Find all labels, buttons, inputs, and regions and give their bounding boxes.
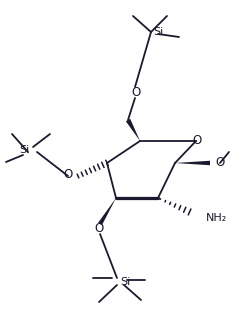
Polygon shape — [126, 119, 140, 141]
Text: O: O — [94, 223, 104, 236]
Polygon shape — [175, 161, 210, 165]
Text: NH₂: NH₂ — [206, 213, 227, 223]
Polygon shape — [98, 198, 116, 225]
Text: O: O — [215, 156, 224, 169]
Text: O: O — [192, 134, 202, 147]
Text: O: O — [64, 169, 73, 182]
Text: Si: Si — [19, 145, 29, 155]
Text: O: O — [131, 86, 141, 99]
Text: Si: Si — [120, 277, 130, 287]
Text: Si: Si — [153, 27, 163, 37]
